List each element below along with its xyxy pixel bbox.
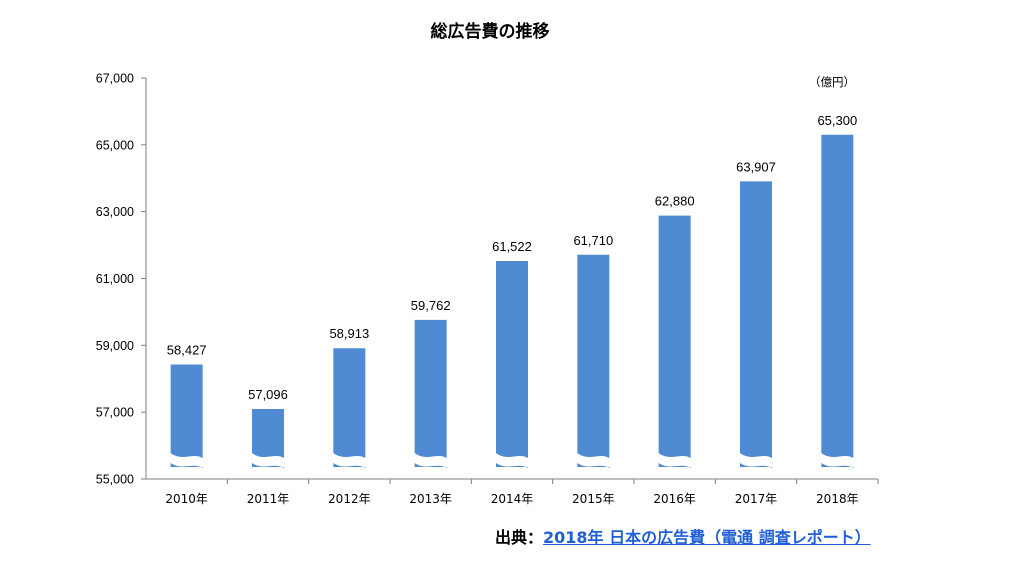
bar-upper	[740, 181, 772, 458]
bar-upper	[496, 261, 528, 458]
x-tick-labels: 2010年 2011年 2012年 2013年 2014年 2015年 2016年 2017年…	[165, 492, 858, 506]
data-labels: 58,427 57,096 58,913 59,762 61,522 61,710 62,8…	[167, 113, 857, 402]
bar-upper	[577, 254, 610, 458]
x-tick-label: 2018年	[816, 492, 859, 506]
x-tick-label: 2016年	[653, 492, 696, 506]
chart-title: 総広告費の推移	[431, 21, 550, 42]
x-tick-label: 2014年	[491, 492, 534, 506]
source-citation: 出典：2018年 日本の広告費（電通 調査レポート）	[495, 524, 871, 548]
bar-lower	[170, 463, 203, 468]
y-tick-label: 61,000	[96, 272, 134, 286]
source-link[interactable]: 2018年 日本の広告費（電通 調査レポート）	[543, 528, 871, 547]
x-tick-label: 2011年	[247, 492, 290, 506]
x-tick-label: 2012年	[328, 492, 371, 506]
data-label: 61,710	[573, 233, 613, 248]
bar-lower	[821, 463, 854, 468]
bar-lower	[740, 463, 772, 468]
x-tick-label: 2010年	[165, 492, 208, 506]
data-label: 58,913	[329, 326, 369, 341]
y-tick-label: 67,000	[96, 72, 134, 86]
bar-upper	[252, 408, 284, 458]
x-tick-label: 2017年	[735, 492, 778, 506]
source-prefix: 出典：	[495, 528, 544, 547]
bars	[170, 134, 854, 468]
bar-lower	[333, 463, 366, 468]
y-tick-label: 57,000	[96, 406, 134, 420]
y-tick-label: 63,000	[96, 205, 134, 219]
data-label: 61,522	[492, 239, 532, 254]
x-tick-label: 2013年	[409, 492, 452, 506]
data-label: 59,762	[411, 298, 451, 313]
bar-lower	[658, 463, 691, 468]
x-axis	[146, 478, 879, 484]
y-tick-label: 59,000	[96, 339, 134, 353]
y-axis: 55,000 57,000 59,000 61,000 63,000 65,000 67,0…	[96, 72, 147, 487]
bar-upper	[821, 134, 854, 458]
data-label: 65,300	[817, 113, 857, 128]
bar-upper	[333, 348, 366, 458]
bar-upper	[658, 215, 691, 458]
x-tick-label: 2015年	[572, 492, 615, 506]
bar-lower	[496, 463, 528, 468]
data-label: 62,880	[655, 194, 695, 209]
data-label: 63,907	[736, 159, 776, 174]
data-label: 58,427	[167, 342, 207, 357]
data-label: 57,096	[248, 387, 288, 402]
unit-label: （億円）	[809, 75, 855, 89]
bar-lower	[414, 463, 447, 468]
bar-upper	[170, 364, 203, 458]
y-tick-label: 55,000	[96, 473, 134, 487]
bar-lower	[577, 463, 610, 468]
bar-upper	[414, 319, 447, 458]
bar-lower	[252, 463, 284, 468]
y-tick-label: 65,000	[96, 138, 134, 152]
